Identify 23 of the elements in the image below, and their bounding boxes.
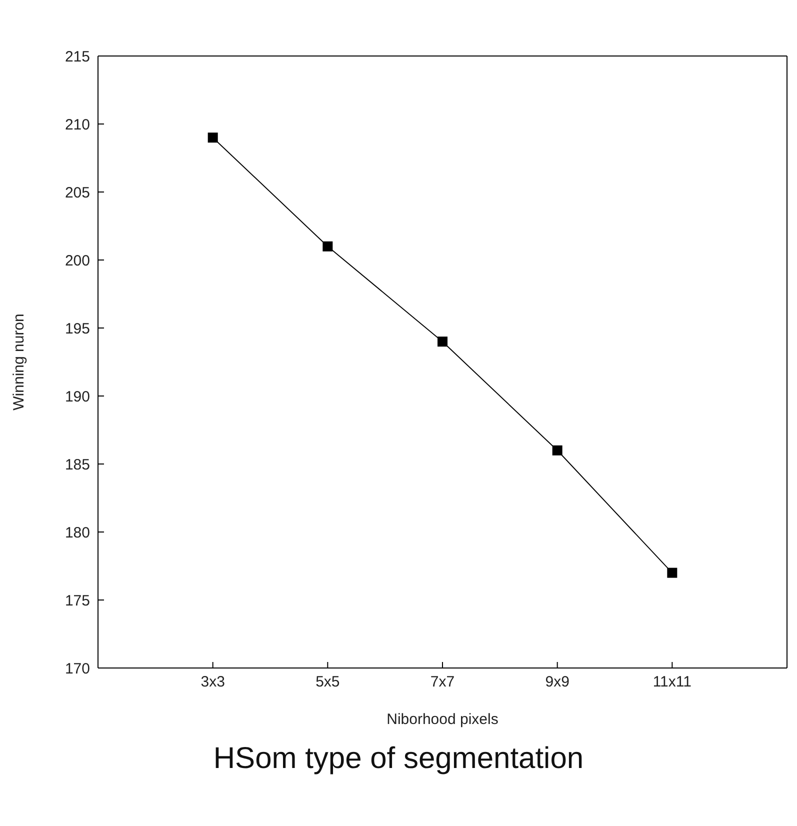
x-tick-label: 3x3 — [200, 674, 225, 691]
y-axis-title: Winning nuron — [10, 314, 28, 410]
point — [322, 241, 333, 252]
y-tick-label: 210 — [64, 116, 90, 134]
point — [208, 132, 218, 143]
x-tick-label: 11x11 — [652, 674, 692, 691]
point — [438, 336, 448, 347]
x-axis-title: Niborhood pixels — [386, 711, 498, 728]
y-tick-label: 190 — [64, 388, 90, 406]
text: HSom type of segmentation — [212, 742, 585, 776]
y-tick-label: 215 — [64, 48, 90, 66]
y-tick-label: 180 — [64, 524, 90, 542]
x-tick-label: 5x5 — [316, 674, 340, 691]
y-tick-label: 185 — [64, 456, 90, 474]
y-tick-label: 175 — [64, 592, 90, 610]
y-tick-label: 205 — [64, 184, 90, 202]
point — [667, 568, 678, 578]
y-tick-label: 195 — [64, 320, 90, 338]
y-tick-label: 170 — [64, 660, 90, 678]
x-tick-label: 9x9 — [545, 674, 570, 691]
y-tick-label: 200 — [64, 252, 90, 270]
x-tick-label: 7x7 — [430, 674, 455, 691]
point — [552, 445, 562, 456]
